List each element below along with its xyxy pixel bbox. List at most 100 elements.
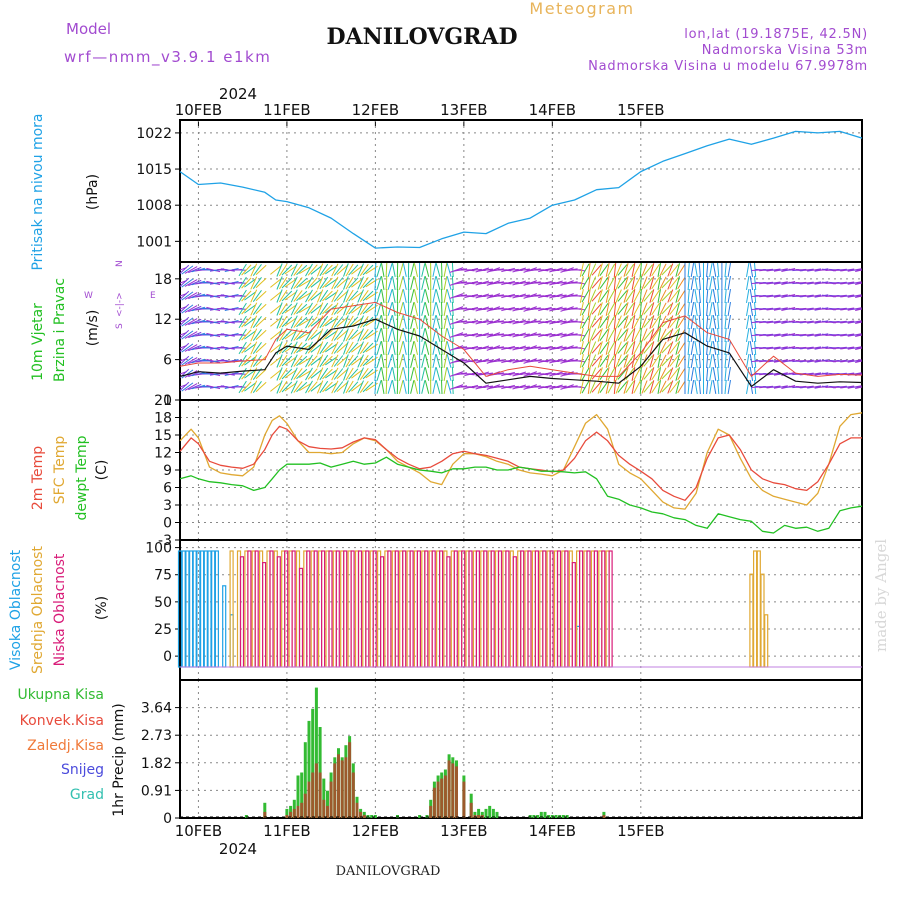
cloud-bar — [254, 550, 259, 668]
wind-arrow — [605, 263, 610, 277]
wind-arrow — [310, 382, 323, 392]
wind-arrow — [221, 281, 235, 285]
wind-arrow — [579, 354, 584, 368]
wind-arrow — [449, 332, 464, 338]
wind-arrow — [599, 303, 609, 315]
wind-arrow — [331, 354, 339, 368]
wind-arrow — [589, 263, 597, 277]
wind-arrow — [244, 343, 256, 353]
wind-arrow — [677, 328, 686, 342]
wind-arrow — [305, 276, 313, 290]
wind-arrow — [643, 381, 653, 393]
wind-arrow — [322, 355, 333, 367]
wind-arrow — [667, 380, 674, 394]
wind-arrow — [184, 357, 198, 365]
wind-arrow — [749, 302, 754, 316]
wind-arrow — [293, 264, 303, 276]
wind-arrow — [319, 289, 329, 303]
wind-arrow — [180, 384, 187, 388]
wind-arrow — [451, 301, 454, 317]
wind-arrow — [421, 302, 426, 316]
wind-arrow — [385, 327, 388, 343]
wind-arrow — [244, 317, 256, 327]
wind-arrow — [322, 264, 333, 276]
wind-arrow — [443, 263, 448, 277]
wind-arrow — [424, 302, 430, 316]
wind-arrow — [392, 289, 396, 303]
wind-arrow — [206, 345, 221, 351]
wind-arrow — [589, 367, 597, 381]
wind-arrow — [617, 277, 628, 289]
wind-arrow — [362, 290, 374, 302]
wind-arrow — [443, 276, 448, 290]
wind-arrow — [631, 276, 636, 290]
precip-convective-bar — [303, 793, 307, 818]
precip-total-bar — [326, 790, 329, 818]
wind-arrow — [549, 267, 563, 273]
wind-arrow — [362, 264, 374, 276]
wind-arrow — [623, 380, 629, 394]
wind-arrow — [359, 303, 369, 315]
precip-convective-bar — [307, 781, 311, 818]
precip-total-bar — [565, 815, 569, 818]
wind-arrow — [617, 342, 628, 354]
wind-arrow — [717, 301, 720, 317]
wind-arrow — [348, 316, 359, 328]
wind-arrow — [591, 290, 602, 302]
wind-arrow — [191, 306, 206, 312]
wind-arrow — [331, 263, 339, 277]
wind-arrow — [362, 342, 374, 354]
wind-arrow — [633, 289, 641, 303]
top-date-label: 11FEB — [263, 101, 310, 119]
wind-arrow — [698, 366, 701, 382]
y-tick-label: 3 — [163, 498, 172, 514]
wind-arrow — [348, 381, 359, 393]
wind-arrow — [299, 356, 312, 366]
wind-arrow — [181, 278, 194, 288]
wind-arrow — [270, 291, 282, 301]
wind-arrow — [449, 319, 464, 325]
wind-arrow — [345, 315, 354, 329]
wind-arrow — [322, 316, 333, 328]
wind-arrow — [385, 262, 388, 278]
wind-arrow — [331, 341, 339, 355]
wind-arrow — [381, 380, 385, 394]
wind-arrow — [724, 366, 727, 382]
wind-arrow — [270, 317, 282, 327]
wind-arrow — [749, 276, 754, 290]
cloud-bar — [586, 550, 591, 668]
wind-arrow — [307, 316, 318, 328]
wind-arrow — [623, 289, 629, 303]
wind-arrow — [523, 371, 537, 377]
wind-arrow — [424, 276, 430, 290]
wind-arrow — [343, 380, 349, 394]
precip-convective-bar — [326, 805, 329, 818]
wind-axis-title-line1: 10m Vjetar — [30, 303, 46, 381]
wind-arrow — [276, 367, 283, 381]
cloud-bar — [284, 550, 289, 668]
wind-arrow — [855, 347, 862, 350]
wind-arrow — [181, 265, 194, 275]
wind-arrow — [659, 302, 667, 316]
wind-arrow — [587, 367, 591, 381]
wind-arrow — [659, 263, 667, 277]
legend-freezing-rain: Zaledj.Kisa — [27, 738, 104, 754]
wind-arrow — [669, 277, 679, 289]
wind-arrow — [581, 354, 590, 368]
y-tick-label: 9 — [163, 463, 172, 479]
y-tick-label: 1015 — [136, 162, 172, 178]
wind-arrow — [376, 276, 382, 290]
wind-arrow — [709, 276, 713, 290]
wind-arrow — [299, 369, 312, 379]
y-tick-label: 0 — [163, 393, 172, 409]
wind-arrow — [281, 342, 293, 354]
wind-arrow — [599, 290, 609, 302]
wind-arrow — [284, 317, 297, 327]
wind-arrow — [255, 329, 267, 341]
wind-arrow — [549, 345, 563, 351]
wind-arrow — [357, 380, 364, 394]
bottom-date-label: 10FEB — [175, 822, 222, 840]
wind-arrow — [299, 343, 312, 353]
wind-arrow — [649, 354, 655, 368]
wind-arrow — [549, 306, 563, 312]
